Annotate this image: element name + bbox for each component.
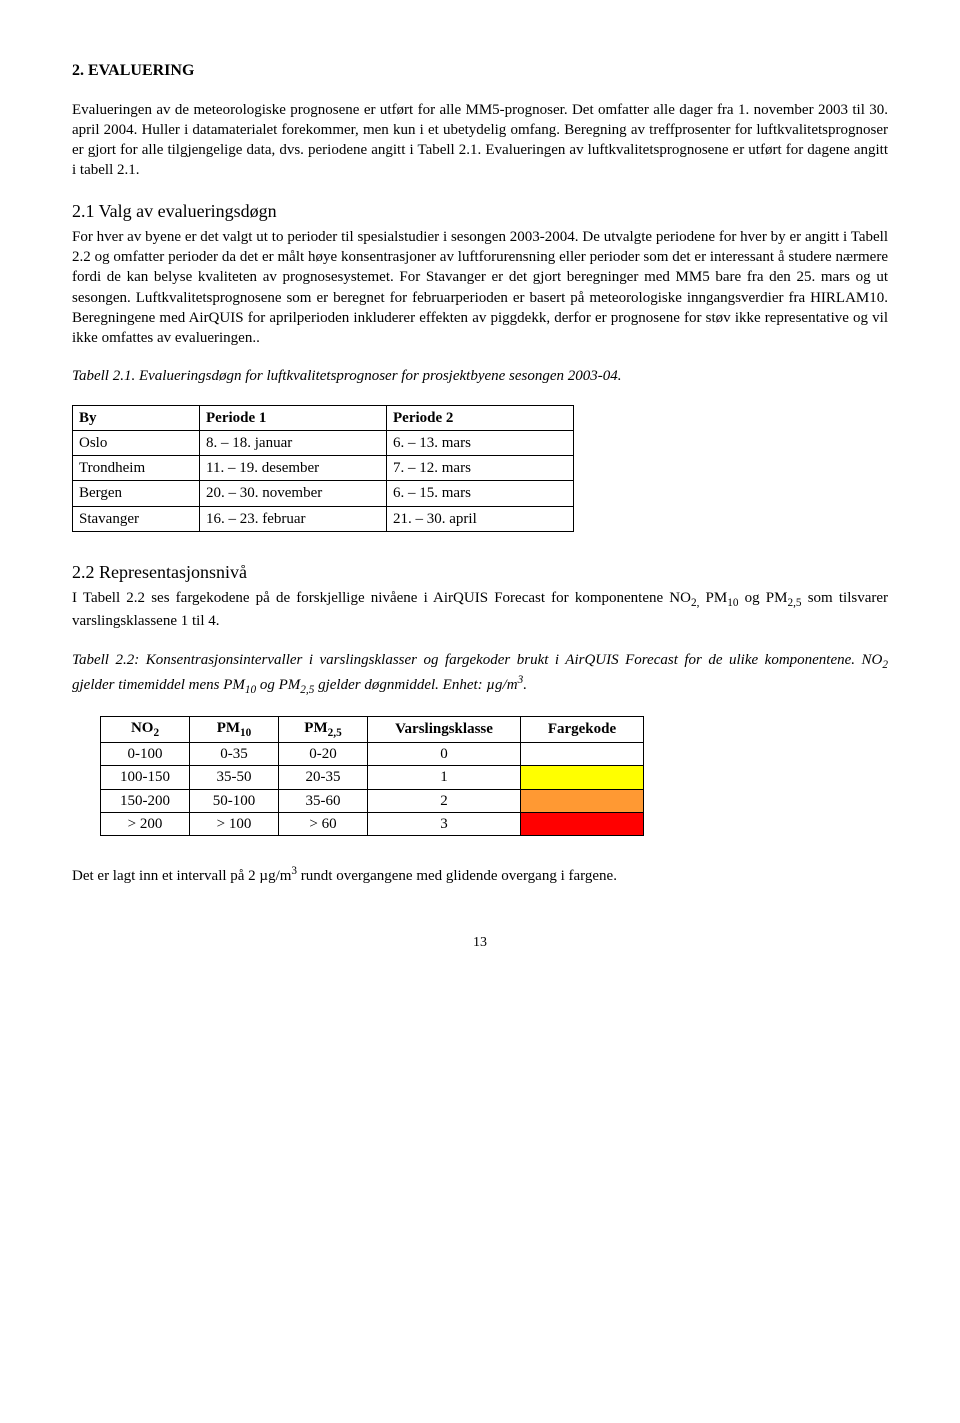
cell-city: Trondheim xyxy=(73,456,200,481)
h-pm25-a: PM xyxy=(304,720,327,736)
table-row: 150-200 50-100 35-60 2 xyxy=(101,789,644,812)
h-pm10-a: PM xyxy=(217,720,240,736)
paragraph-intro: Evalueringen av de meteorologiske progno… xyxy=(72,100,888,181)
table-header-row: NO2 PM10 PM2,5 Varslingsklasse Fargekode xyxy=(101,717,644,743)
paragraph-final: Det er lagt inn et intervall på 2 µg/m3 … xyxy=(72,864,888,886)
cell-pm10: 50-100 xyxy=(190,789,279,812)
cell-klasse: 3 xyxy=(368,812,521,835)
page-number: 13 xyxy=(72,934,888,953)
t22cap-frag: Tabell 2.2: Konsentrasjonsintervaller i … xyxy=(72,652,882,668)
table-row: 100-150 35-50 20-35 1 xyxy=(101,766,644,789)
paragraph-2-2: I Tabell 2.2 ses fargekodene på de forsk… xyxy=(72,588,888,631)
t22cap-frag: og PM xyxy=(256,677,300,693)
table-2-2-caption: Tabell 2.2: Konsentrasjonsintervaller i … xyxy=(72,650,888,698)
h-no2-b: 2 xyxy=(153,727,159,739)
col-header-periode2: Periode 2 xyxy=(387,405,574,430)
table-row: Stavanger 16. – 23. februar 21. – 30. ap… xyxy=(73,506,574,531)
table-row: Oslo 8. – 18. januar 6. – 13. mars xyxy=(73,430,574,455)
h-pm10-b: 10 xyxy=(240,727,251,739)
cell-color-swatch xyxy=(521,812,644,835)
sub-pm25: 2,5 xyxy=(787,597,801,609)
table-2-1: By Periode 1 Periode 2 Oslo 8. – 18. jan… xyxy=(72,405,574,532)
table-2-1-caption: Tabell 2.1. Evalueringsdøgn for luftkval… xyxy=(72,366,888,386)
cell-no2: > 200 xyxy=(101,812,190,835)
paragraph-2-1: For hver av byene er det valgt ut to per… xyxy=(72,227,888,349)
cell-klasse: 2 xyxy=(368,789,521,812)
table-header-row: By Periode 1 Periode 2 xyxy=(73,405,574,430)
cell-pm25: 35-60 xyxy=(279,789,368,812)
cell-period2: 6. – 13. mars xyxy=(387,430,574,455)
cell-period1: 8. – 18. januar xyxy=(200,430,387,455)
cell-period1: 16. – 23. februar xyxy=(200,506,387,531)
h-pm25-b: 2,5 xyxy=(328,727,342,739)
table-row: 0-100 0-35 0-20 0 xyxy=(101,743,644,766)
cell-pm25: > 60 xyxy=(279,812,368,835)
subheading-2-2-text: 2.2 Representasjonsnivå xyxy=(72,562,247,582)
cell-color-swatch xyxy=(521,789,644,812)
table-row: Bergen 20. – 30. november 6. – 15. mars xyxy=(73,481,574,506)
pf-frag: Det er lagt inn et intervall på 2 µg/m xyxy=(72,868,291,884)
col-header-fargekode: Fargekode xyxy=(521,717,644,743)
table-2-2: NO2 PM10 PM2,5 Varslingsklasse Fargekode… xyxy=(100,716,644,836)
cell-period1: 11. – 19. desember xyxy=(200,456,387,481)
sub-pm10: 10 xyxy=(245,684,256,696)
section-heading: 2. EVALUERING xyxy=(72,60,888,82)
subheading-2-2: 2.2 Representasjonsnivå xyxy=(72,560,888,584)
table-row: > 200 > 100 > 60 3 xyxy=(101,812,644,835)
cell-pm25: 0-20 xyxy=(279,743,368,766)
p22-frag: I Tabell 2.2 ses fargekodene på de forsk… xyxy=(72,590,691,606)
cell-no2: 150-200 xyxy=(101,789,190,812)
p22-frag: PM xyxy=(699,590,727,606)
cell-pm10: 0-35 xyxy=(190,743,279,766)
sub-pm10: 10 xyxy=(727,597,738,609)
cell-period2: 7. – 12. mars xyxy=(387,456,574,481)
sub-no2: 2 xyxy=(882,659,888,671)
cell-city: Bergen xyxy=(73,481,200,506)
cell-color-swatch xyxy=(521,766,644,789)
t22cap-frag: gjelder døgnmiddel. Enhet: µg/m xyxy=(314,677,517,693)
col-header-periode1: Periode 1 xyxy=(200,405,387,430)
cell-pm10: > 100 xyxy=(190,812,279,835)
p22-frag: og PM xyxy=(738,590,787,606)
cell-period2: 6. – 15. mars xyxy=(387,481,574,506)
col-header-no2: NO2 xyxy=(101,717,190,743)
cell-pm25: 20-35 xyxy=(279,766,368,789)
cell-klasse: 0 xyxy=(368,743,521,766)
col-header-klasse: Varslingsklasse xyxy=(368,717,521,743)
cell-color-swatch xyxy=(521,743,644,766)
col-header-pm10: PM10 xyxy=(190,717,279,743)
cell-period2: 21. – 30. april xyxy=(387,506,574,531)
col-header-pm25: PM2,5 xyxy=(279,717,368,743)
cell-city: Stavanger xyxy=(73,506,200,531)
cell-period1: 20. – 30. november xyxy=(200,481,387,506)
t22cap-frag: gjelder timemiddel mens PM xyxy=(72,677,245,693)
table-row: Trondheim 11. – 19. desember 7. – 12. ma… xyxy=(73,456,574,481)
col-header-by: By xyxy=(73,405,200,430)
cell-pm10: 35-50 xyxy=(190,766,279,789)
cell-no2: 0-100 xyxy=(101,743,190,766)
subheading-2-1-text: 2.1 Valg av evalueringsdøgn xyxy=(72,201,277,221)
cell-no2: 100-150 xyxy=(101,766,190,789)
h-no2-a: NO xyxy=(131,720,154,736)
sub-pm25: 2,5 xyxy=(300,684,314,696)
subheading-2-1: 2.1 Valg av evalueringsdøgn xyxy=(72,199,888,223)
pf-frag: rundt overgangene med glidende overgang … xyxy=(297,868,617,884)
cell-city: Oslo xyxy=(73,430,200,455)
cell-klasse: 1 xyxy=(368,766,521,789)
t22cap-frag: . xyxy=(523,677,527,693)
